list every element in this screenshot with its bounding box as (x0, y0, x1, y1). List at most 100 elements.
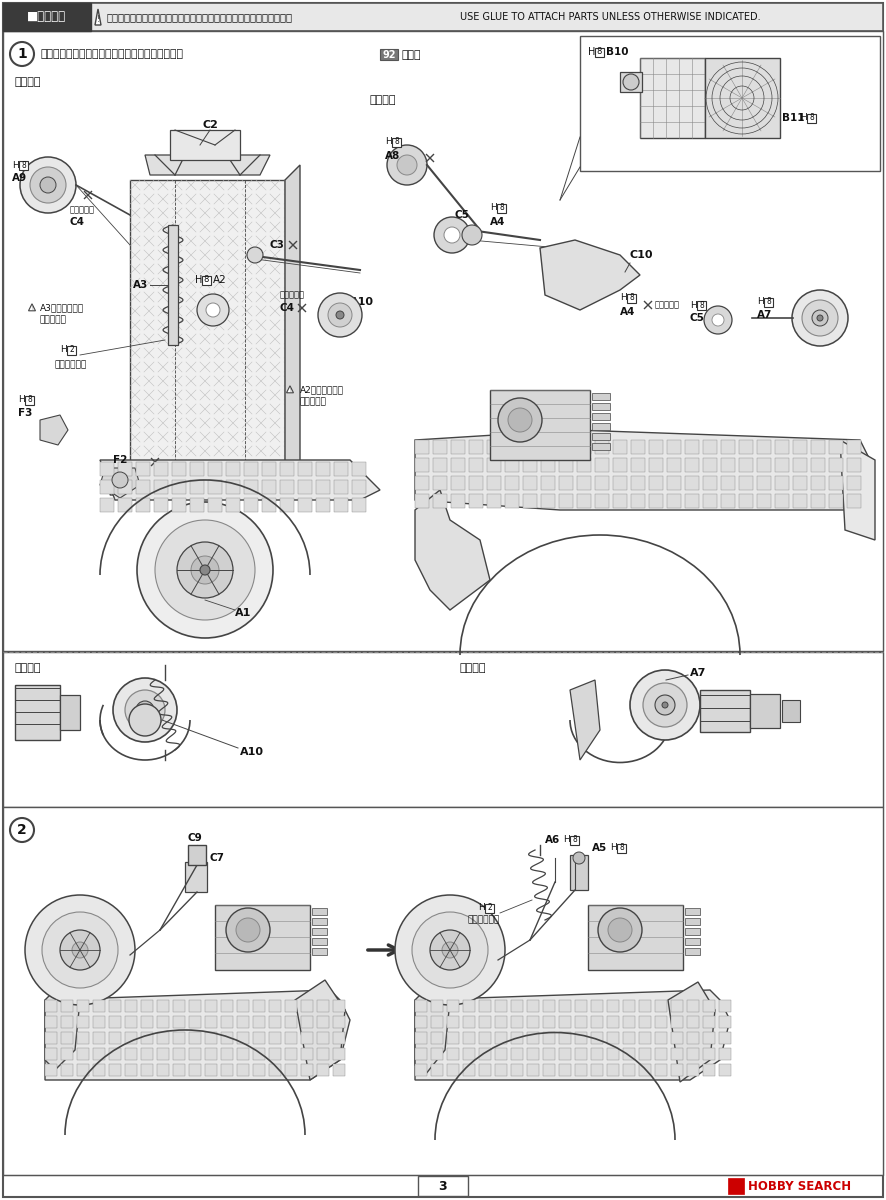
Bar (45, 1016, 57, 1028)
Bar (782, 700, 800, 722)
Text: 8: 8 (572, 835, 577, 845)
Circle shape (598, 908, 642, 952)
Text: 8: 8 (766, 298, 771, 306)
Bar (592, 433, 610, 440)
Bar (523, 458, 537, 472)
Bar (208, 462, 222, 476)
Bar (649, 476, 663, 490)
Bar (703, 458, 717, 472)
Bar (607, 1016, 619, 1028)
Text: A4: A4 (490, 217, 505, 227)
Bar (333, 1000, 345, 1012)
Text: 2: 2 (487, 904, 492, 912)
Bar (485, 904, 494, 913)
Bar (269, 1032, 281, 1044)
Bar (188, 845, 206, 865)
Bar (226, 480, 240, 494)
Bar (577, 494, 591, 508)
Bar (685, 908, 700, 914)
Bar (479, 1032, 491, 1044)
Bar (575, 1000, 587, 1012)
Bar (253, 1000, 265, 1012)
Text: ■組み立て: ■組み立て (27, 11, 66, 24)
Bar (185, 862, 207, 892)
Polygon shape (286, 385, 293, 392)
Circle shape (704, 306, 732, 334)
Bar (93, 1000, 105, 1012)
Bar (700, 690, 750, 732)
Bar (189, 1016, 201, 1028)
Text: （バネ部分）: （バネ部分） (55, 360, 87, 370)
Bar (269, 1000, 281, 1012)
Bar (77, 1048, 89, 1060)
Bar (511, 1016, 523, 1028)
Bar (301, 1016, 313, 1028)
Bar (269, 1016, 281, 1028)
Text: F2: F2 (113, 455, 128, 464)
Bar (479, 1048, 491, 1060)
Bar (93, 1016, 105, 1028)
Text: 8: 8 (597, 48, 602, 56)
Bar (208, 480, 222, 494)
Polygon shape (100, 468, 140, 498)
Text: 2: 2 (69, 346, 74, 354)
Circle shape (643, 683, 687, 727)
Bar (433, 476, 447, 490)
Bar (775, 476, 789, 490)
Text: 【後側】: 【後側】 (370, 95, 397, 104)
Bar (620, 72, 642, 92)
Bar (173, 1016, 185, 1028)
Bar (667, 440, 681, 454)
Bar (631, 458, 645, 472)
Text: A9: A9 (12, 173, 27, 182)
Bar (479, 1064, 491, 1076)
Bar (757, 458, 771, 472)
Bar (685, 928, 700, 935)
Bar (45, 1048, 57, 1060)
Text: 付けます。: 付けます。 (40, 316, 66, 324)
Bar (671, 1048, 683, 1060)
Circle shape (113, 678, 177, 742)
Bar (109, 1000, 121, 1012)
Circle shape (444, 227, 460, 242)
Bar (469, 458, 483, 472)
Text: C9: C9 (188, 833, 202, 842)
Bar (811, 440, 825, 454)
Bar (811, 494, 825, 508)
Bar (685, 494, 699, 508)
Circle shape (10, 818, 34, 842)
Circle shape (792, 290, 848, 346)
Bar (333, 1064, 345, 1076)
Bar (221, 1016, 233, 1028)
Bar (392, 138, 401, 146)
Text: !: ! (289, 388, 291, 392)
Circle shape (655, 695, 675, 715)
Circle shape (60, 930, 100, 970)
Bar (592, 392, 610, 400)
Text: 付けます。: 付けます。 (300, 397, 327, 407)
Bar (523, 476, 537, 490)
Bar (77, 1064, 89, 1076)
Text: 【後側】: 【後側】 (460, 662, 486, 673)
Bar (639, 1000, 651, 1012)
Bar (61, 1000, 73, 1012)
Bar (687, 1048, 699, 1060)
Bar (750, 694, 780, 728)
Text: H: H (12, 161, 19, 169)
Circle shape (155, 520, 255, 620)
Text: A3側に接着剤を: A3側に接着剤を (40, 304, 84, 312)
Bar (173, 1064, 185, 1076)
Bar (451, 458, 465, 472)
Bar (237, 1000, 249, 1012)
Bar (415, 1048, 427, 1060)
Bar (655, 1064, 667, 1076)
Text: 1: 1 (17, 47, 27, 61)
Bar (298, 462, 312, 476)
Text: H: H (60, 346, 66, 354)
Bar (541, 476, 555, 490)
Bar (479, 1016, 491, 1028)
Bar (312, 948, 327, 955)
Bar (433, 494, 447, 508)
Bar (244, 462, 258, 476)
Bar (511, 1064, 523, 1076)
